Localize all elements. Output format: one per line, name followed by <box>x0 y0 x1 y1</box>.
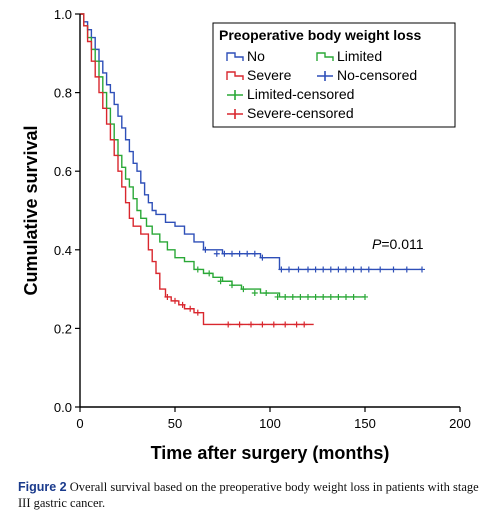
censor-mark-limited <box>350 293 357 300</box>
legend-no-symbol <box>226 52 244 61</box>
censor-mark-no <box>295 266 302 273</box>
figure-number: Figure 2 <box>18 480 67 494</box>
censor-mark-severe <box>301 321 308 328</box>
censor-mark-no <box>305 266 311 273</box>
censor-mark-no <box>358 266 365 273</box>
y-tick-label: 1.0 <box>54 7 72 22</box>
legend-severe-symbol <box>226 71 244 80</box>
censor-mark-severe <box>248 321 254 328</box>
censor-mark-limited <box>217 278 224 285</box>
p-value-annotation: P=0.011 <box>372 236 424 252</box>
censor-mark-no <box>390 266 397 273</box>
survival-chart: 0.0 0.2 0.4 0.6 0.8 1.0 0 50 100 150 200 Time after… <box>21 7 471 463</box>
censor-mark-no <box>244 250 251 257</box>
censor-mark-limited <box>305 293 311 300</box>
legend: Preoperative body weight loss No Limited Se… <box>212 22 456 128</box>
censor-mark-limited <box>274 293 281 300</box>
censor-mark-limited <box>297 293 304 300</box>
censor-mark-no <box>320 266 327 273</box>
censor-mark-limited <box>312 293 319 300</box>
censor-mark-no <box>229 250 235 257</box>
censor-mark-severe <box>194 309 201 316</box>
censor-mark-no <box>419 266 425 273</box>
censor-mark-limited <box>240 286 247 293</box>
y-axis-title: Cumulative survival <box>21 125 41 295</box>
x-tick-label: 150 <box>354 416 376 431</box>
censor-mark-severe <box>172 297 178 304</box>
y-tick-label: 0.0 <box>54 400 72 415</box>
censor-mark-no <box>343 266 349 273</box>
x-tick-label: 100 <box>259 416 281 431</box>
censor-mark-severe <box>225 321 232 328</box>
censor-mark-severe <box>179 301 186 308</box>
x-tick-label: 50 <box>168 416 182 431</box>
y-tick-label: 0.2 <box>54 321 72 336</box>
censor-mark-no <box>350 266 357 273</box>
y-tick-label: 0.4 <box>54 243 72 258</box>
censor-mark-no <box>327 266 334 273</box>
censor-mark-severe <box>164 293 171 300</box>
censor-mark-severe <box>236 321 243 328</box>
censor-mark-no <box>312 266 319 273</box>
x-tick-label: 0 <box>76 416 83 431</box>
legend-limited-label: Limited <box>337 48 382 64</box>
legend-limited-censored-label: Limited-censored <box>247 86 354 102</box>
legend-severe-censored-label: Severe-censored <box>247 105 354 121</box>
legend-title: Preoperative body weight loss <box>219 27 421 43</box>
censor-mark-no <box>335 266 342 273</box>
legend-limited-censored-symbol <box>227 90 243 100</box>
censor-mark-no <box>403 266 410 273</box>
censor-mark-limited <box>251 290 258 297</box>
p-value-prefix: P <box>372 236 382 252</box>
censor-mark-limited <box>289 293 296 300</box>
censor-mark-severe <box>187 305 194 312</box>
censor-mark-limited <box>343 293 349 300</box>
censor-mark-limited <box>320 293 327 300</box>
censor-mark-no <box>259 254 266 261</box>
censor-mark-severe <box>259 321 266 328</box>
censor-mark-no <box>236 250 243 257</box>
censor-mark-limited <box>194 266 201 273</box>
censor-mark-limited <box>229 282 235 289</box>
x-tick-label: 200 <box>449 416 471 431</box>
censor-mark-severe <box>270 321 277 328</box>
censor-mark-no <box>377 266 384 273</box>
legend-no-label: No <box>247 48 265 64</box>
legend-severe-censored-symbol <box>227 109 243 119</box>
p-value: =0.011 <box>381 236 423 252</box>
censor-mark-severe <box>282 321 289 328</box>
censor-mark-no <box>213 250 220 257</box>
censor-mark-limited <box>327 293 334 300</box>
censor-mark-limited <box>362 293 368 300</box>
y-tick-label: 0.8 <box>54 86 72 101</box>
censor-mark-limited <box>282 293 289 300</box>
axes: 0.0 0.2 0.4 0.6 0.8 1.0 0 50 100 150 200 Time after… <box>21 7 471 463</box>
legend-severe-label: Severe <box>247 67 292 83</box>
censor-mark-no <box>365 266 372 273</box>
legend-box <box>212 22 456 128</box>
censor-mark-limited <box>206 270 213 277</box>
censor-mark-limited <box>335 293 342 300</box>
y-tick-label: 0.6 <box>54 164 72 179</box>
figure-caption: Figure 2 Overall survival based on the p… <box>18 479 488 511</box>
plot-area <box>80 13 425 328</box>
censor-mark-severe <box>293 321 300 328</box>
censor-mark-no <box>202 246 209 253</box>
censor-mark-no <box>251 250 258 257</box>
legend-no-censored-label: No-censored <box>337 67 417 83</box>
caption-text: Overall survival based on the preoperati… <box>18 480 479 510</box>
censor-mark-no <box>278 266 285 273</box>
series-no-line <box>80 13 422 271</box>
censor-mark-limited <box>263 290 270 297</box>
legend-no-censored-symbol <box>317 71 333 81</box>
legend-limited-symbol <box>316 52 334 61</box>
censor-mark-no <box>221 250 228 257</box>
censor-mark-no <box>286 266 292 273</box>
x-axis-title: Time after surgery (months) <box>151 443 390 463</box>
